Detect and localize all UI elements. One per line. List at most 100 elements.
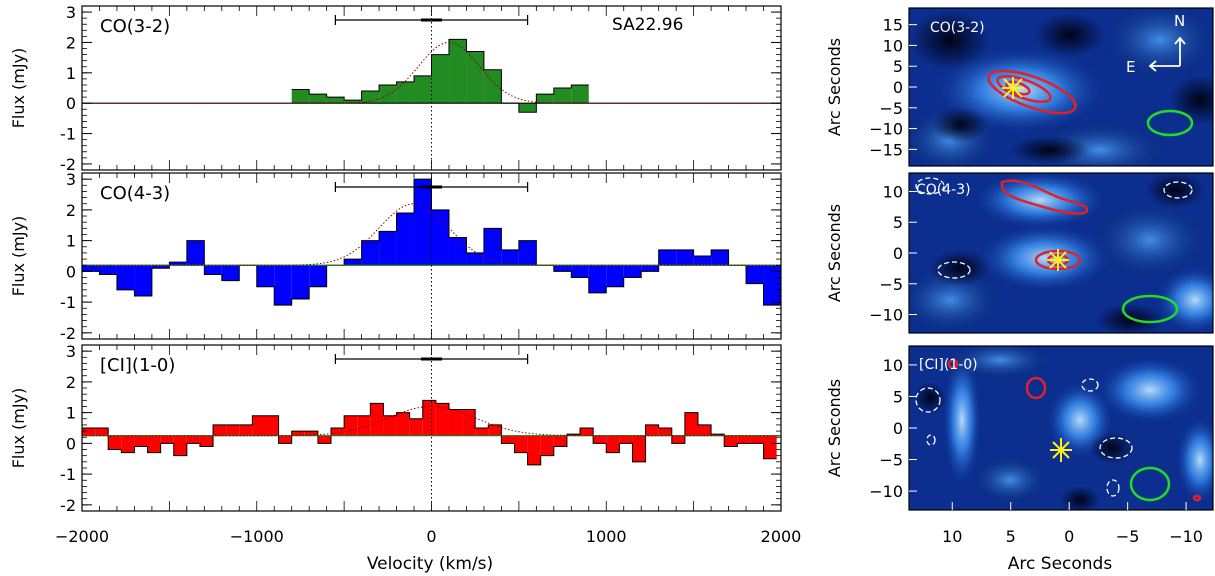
- y-tick-label: 2: [66, 33, 76, 52]
- spectrum-bar: [147, 435, 161, 453]
- spectrum-bar: [632, 435, 646, 462]
- map-y-tick-label: 10: [883, 356, 903, 375]
- spectrum-bar: [331, 428, 345, 436]
- map-y-tick-label: −10: [869, 306, 903, 325]
- spectrum-bar: [737, 435, 751, 444]
- map-y-tick-label: 0: [893, 244, 903, 263]
- spectrum-bar: [186, 240, 205, 266]
- compass-east-label: E: [1126, 58, 1135, 76]
- gaussian-fit-curve: [82, 41, 781, 104]
- spectrum-bar: [448, 409, 463, 436]
- spectrum-bar: [588, 265, 607, 293]
- flux-axis-label: Flux (mJy): [9, 216, 28, 297]
- spectrum-bar: [431, 209, 449, 266]
- spectrum-bar: [693, 256, 712, 266]
- spectrum-panel-co43: -2 -1 0 1 2 3 Flux (mJy) CO(4-3): [9, 170, 782, 343]
- map-x-tick-label: −10: [1169, 527, 1203, 546]
- spectrum-bar: [448, 237, 467, 266]
- spectrum-bar: [134, 435, 148, 447]
- beam-ellipse: [1121, 294, 1179, 324]
- spectrum-bar: [724, 435, 738, 447]
- gaussian-fit-curve: [82, 203, 781, 266]
- compass-north-label: N: [1174, 12, 1185, 30]
- map-y-tick-label: −15: [869, 140, 903, 159]
- map-line-label: CO(4-3): [916, 182, 971, 198]
- spectrum-bar: [553, 265, 572, 272]
- map-x-tick-label: 0: [1064, 527, 1074, 546]
- spectrum-step-outline: [82, 399, 777, 466]
- spectrum-bar: [483, 69, 502, 104]
- velocity-tick-labels: −2000 −1000 0 1000 2000: [55, 527, 801, 546]
- spectrum-bar: [514, 435, 528, 453]
- map-y-tick-label: 5: [893, 213, 903, 232]
- x-tick-label: 2000: [761, 527, 802, 546]
- velocity-range-bar: [334, 354, 529, 364]
- spectrum-bar: [746, 265, 764, 284]
- y-tick-label: -1: [60, 293, 76, 312]
- spectrum-bar: [291, 265, 310, 300]
- spectrum-bar: [619, 435, 633, 444]
- map-y-tick-label: −5: [879, 99, 903, 118]
- spectrum-bar: [379, 84, 397, 104]
- map-y-tick-label: −5: [879, 451, 903, 470]
- map-y-tick-label: 0: [893, 78, 903, 97]
- map-y-tick-label: −10: [869, 120, 903, 139]
- spectrum-bar: [623, 265, 642, 278]
- spectrum-bar: [527, 435, 541, 465]
- spectrum-bar: [684, 412, 698, 436]
- spectrum-bar: [199, 435, 214, 447]
- spectrum-bar: [309, 265, 327, 287]
- spectrum-bar: [204, 265, 222, 275]
- spectrum-line-label: CO(3-2): [100, 16, 170, 37]
- spectrum-bar: [361, 240, 380, 266]
- spectrum-bar: [173, 435, 187, 456]
- y-tick-label: 0: [66, 94, 76, 113]
- y-tick-label: -1: [60, 125, 76, 144]
- map-contours: [947, 358, 1202, 502]
- map-line-label: [CI](1-0): [919, 357, 978, 373]
- spectrum-bar: [593, 435, 607, 444]
- spectrum-bar: [540, 435, 554, 456]
- y-tick-label: -2: [60, 155, 76, 174]
- spectrum-bar: [317, 435, 332, 444]
- spectrum-bar: [151, 265, 170, 269]
- y-tick-label: -1: [60, 465, 76, 484]
- spectrum-bar: [571, 265, 589, 278]
- spectrum-bar: [252, 415, 266, 436]
- y-tick-label: -2: [60, 324, 76, 343]
- compass: [1148, 36, 1186, 72]
- spectrum-bar: [431, 54, 449, 104]
- spectrum-bar: [518, 240, 537, 266]
- spectrum-bar: [82, 265, 100, 272]
- flux-axis-label: Flux (mJy): [9, 388, 28, 469]
- source-cross-marker: [1050, 438, 1072, 462]
- source-cross-marker: [1047, 249, 1069, 271]
- spectrum-bar: [95, 428, 109, 436]
- spectrum-bar: [606, 435, 620, 453]
- x-tick-label: 0: [426, 527, 436, 546]
- x-tick-label: 1000: [586, 527, 627, 546]
- spectrum-bar: [763, 265, 781, 306]
- spectrum-bar: [553, 435, 567, 447]
- spectrum-bar: [82, 428, 96, 436]
- map-x-tick-label: 10: [942, 527, 962, 546]
- y-tick-label: -2: [60, 496, 76, 515]
- map-y-tick-label: 10: [883, 182, 903, 201]
- beam-ellipse: [1129, 466, 1171, 502]
- gaussian-fit-curve: [82, 405, 781, 437]
- map-x-axis-label: Arc Seconds: [1008, 554, 1113, 574]
- spectrum-bar: [383, 415, 397, 436]
- spectrum-bar: [658, 249, 677, 266]
- spectrum-bar: [239, 424, 253, 436]
- spectrum-panel-co32: -2 -1 0 1 2 3 Flux (mJy) CO(3-2): [9, 3, 782, 174]
- spectrum-bar: [658, 428, 672, 436]
- spectrum-bar: [501, 435, 515, 444]
- spectrum-bar: [160, 435, 174, 444]
- map-contour-extended: [1000, 179, 1089, 215]
- spectrum-bar: [466, 51, 484, 104]
- spectrum-bar: [606, 265, 624, 287]
- spectrum-bar: [396, 212, 415, 266]
- source-cross-marker: [1002, 77, 1024, 99]
